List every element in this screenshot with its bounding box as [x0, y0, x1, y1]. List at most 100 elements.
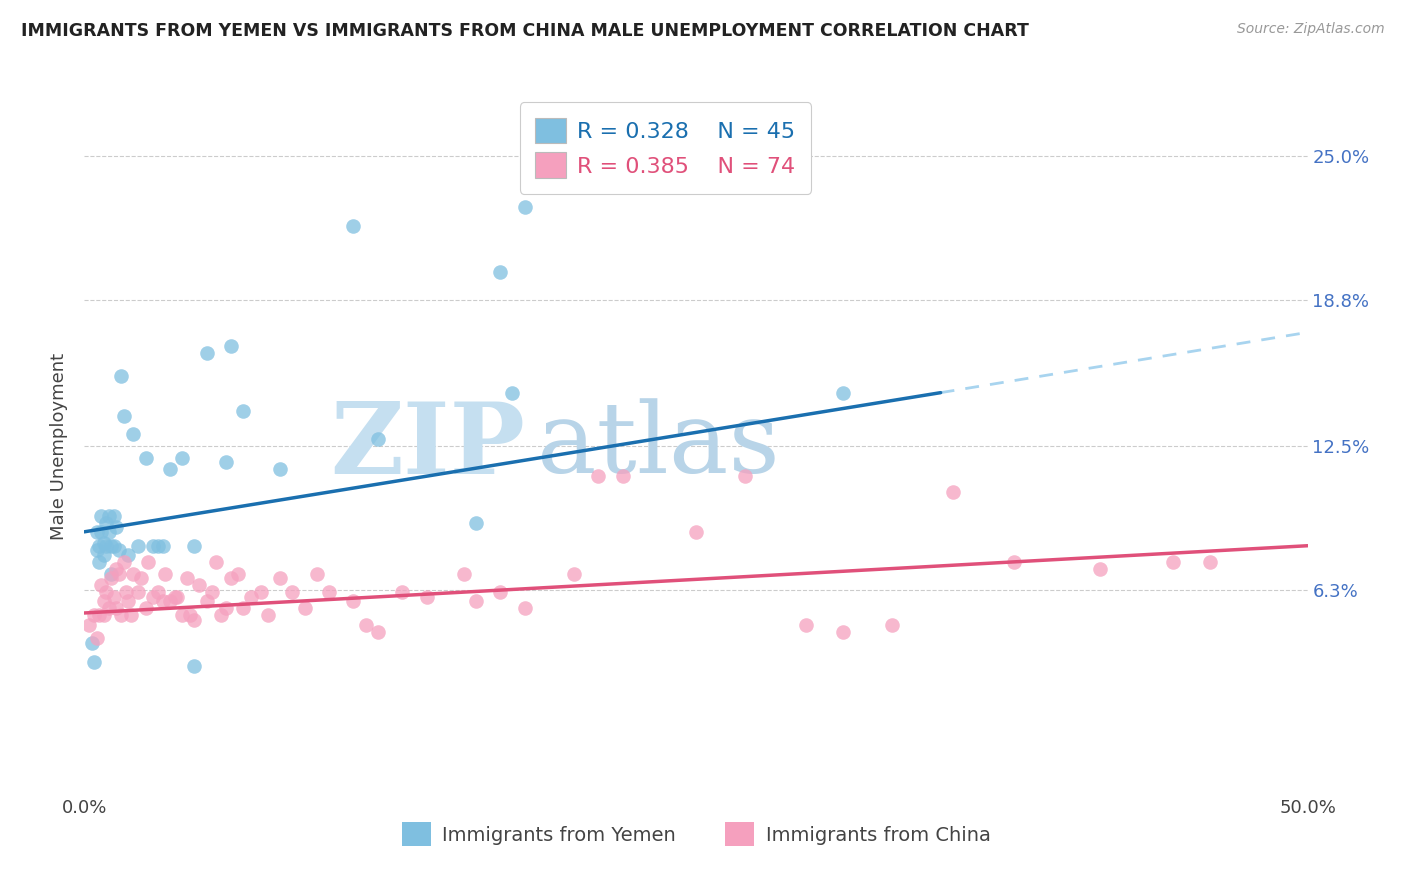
- Point: [107, 543, 129, 558]
- Point: [281, 585, 304, 599]
- Point: [152, 539, 174, 553]
- Text: Source: ZipAtlas.com: Source: ZipAtlas.com: [1237, 22, 1385, 37]
- Point: [90, 508, 112, 523]
- Point: [305, 566, 328, 581]
- Point: [97, 524, 120, 539]
- Point: [416, 590, 439, 604]
- Point: [880, 617, 903, 632]
- Point: [249, 585, 271, 599]
- Point: [117, 548, 139, 562]
- Point: [342, 594, 364, 608]
- Point: [146, 585, 169, 599]
- Point: [176, 571, 198, 585]
- Y-axis label: Male Unemployment: Male Unemployment: [51, 352, 69, 540]
- Point: [103, 508, 125, 523]
- Point: [136, 555, 159, 569]
- Point: [103, 590, 125, 604]
- Point: [90, 578, 112, 592]
- Point: [86, 524, 108, 539]
- Point: [93, 608, 115, 623]
- Point: [183, 613, 205, 627]
- Point: [142, 539, 165, 553]
- Point: [183, 659, 205, 673]
- Point: [195, 594, 218, 608]
- Point: [112, 409, 135, 423]
- Point: [135, 450, 157, 465]
- Point: [219, 571, 242, 585]
- Point: [93, 548, 115, 562]
- Point: [562, 566, 585, 581]
- Point: [942, 485, 965, 500]
- Point: [232, 601, 254, 615]
- Point: [215, 455, 238, 469]
- Point: [96, 585, 118, 599]
- Point: [110, 608, 132, 623]
- Point: [100, 539, 122, 553]
- Point: [100, 566, 122, 581]
- Point: [200, 585, 222, 599]
- Point: [159, 594, 181, 608]
- Point: [354, 617, 377, 632]
- Point: [87, 555, 110, 569]
- Point: [127, 585, 149, 599]
- Point: [172, 608, 194, 623]
- Point: [135, 601, 157, 615]
- Point: [100, 571, 122, 585]
- Point: [391, 585, 413, 599]
- Point: [586, 469, 609, 483]
- Point: [489, 585, 512, 599]
- Text: ZIP: ZIP: [330, 398, 524, 494]
- Point: [318, 585, 340, 599]
- Point: [464, 516, 486, 530]
- Point: [257, 608, 280, 623]
- Point: [115, 585, 138, 599]
- Point: [129, 571, 152, 585]
- Point: [831, 624, 853, 639]
- Point: [502, 385, 524, 400]
- Point: [209, 608, 232, 623]
- Point: [96, 539, 118, 553]
- Point: [228, 566, 250, 581]
- Point: [105, 520, 128, 534]
- Point: [1088, 562, 1111, 576]
- Point: [513, 200, 536, 214]
- Text: atlas: atlas: [537, 398, 780, 494]
- Point: [117, 594, 139, 608]
- Point: [97, 508, 120, 523]
- Text: IMMIGRANTS FROM YEMEN VS IMMIGRANTS FROM CHINA MALE UNEMPLOYMENT CORRELATION CHA: IMMIGRANTS FROM YEMEN VS IMMIGRANTS FROM…: [21, 22, 1029, 40]
- Point: [96, 516, 118, 530]
- Point: [1002, 555, 1025, 569]
- Point: [122, 566, 145, 581]
- Point: [86, 543, 108, 558]
- Point: [215, 601, 238, 615]
- Point: [172, 450, 194, 465]
- Point: [87, 539, 110, 553]
- Point: [110, 369, 132, 384]
- Point: [489, 265, 512, 279]
- Point: [179, 608, 201, 623]
- Point: [122, 427, 145, 442]
- Point: [166, 590, 188, 604]
- Point: [146, 539, 169, 553]
- Point: [188, 578, 211, 592]
- Point: [1198, 555, 1220, 569]
- Point: [103, 539, 125, 553]
- Point: [105, 601, 128, 615]
- Point: [239, 590, 262, 604]
- Point: [294, 601, 316, 615]
- Legend: Immigrants from Yemen, Immigrants from China: Immigrants from Yemen, Immigrants from C…: [394, 814, 998, 854]
- Point: [112, 555, 135, 569]
- Point: [269, 571, 291, 585]
- Point: [269, 462, 291, 476]
- Point: [97, 601, 120, 615]
- Point: [120, 608, 142, 623]
- Point: [86, 632, 108, 646]
- Point: [83, 608, 105, 623]
- Point: [105, 562, 128, 576]
- Point: [464, 594, 486, 608]
- Point: [153, 566, 176, 581]
- Point: [183, 539, 205, 553]
- Point: [107, 566, 129, 581]
- Point: [685, 524, 707, 539]
- Point: [342, 219, 364, 233]
